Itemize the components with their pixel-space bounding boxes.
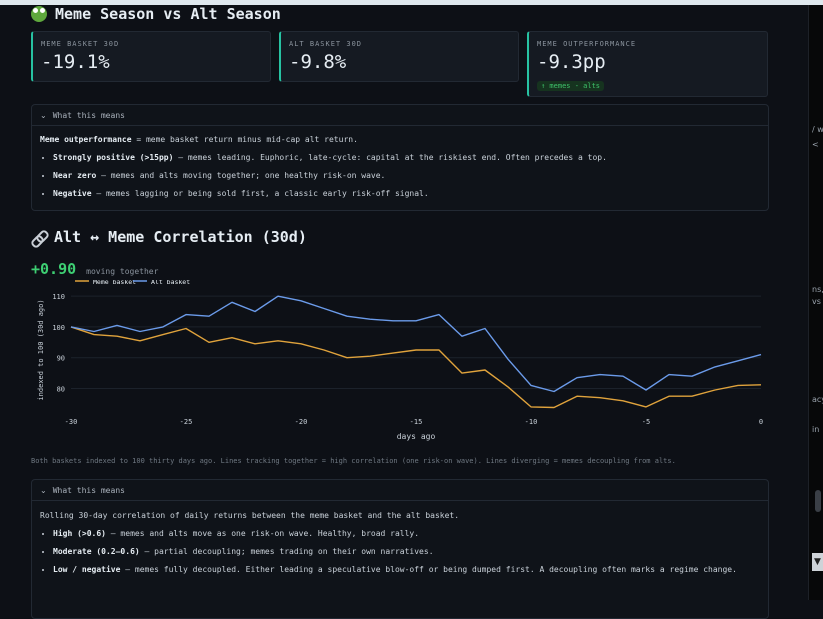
scrollbar-thumb[interactable] [815, 490, 821, 512]
item-term: Near zero [53, 171, 97, 180]
explain-intro: Rolling 30-day correlation of daily retu… [40, 511, 460, 520]
card-label: MEME OUTPERFORMANCE [537, 40, 637, 48]
corr-explain-panel: ⌄ What this means Rolling 30-day correla… [31, 479, 769, 619]
item-text: — memes and alts moving together; one he… [96, 171, 386, 180]
meme-explain-panel: ⌄ What this means Meme outperformance = … [31, 104, 769, 211]
y-tick-label: 90 [57, 355, 65, 363]
series-line-meme [70, 326, 762, 409]
card-value: -9.8% [289, 51, 347, 73]
item-term: Strongly positive (>15pp) [53, 153, 174, 162]
y-axis-label: indexed to 100 (30d ago) [37, 299, 45, 400]
item-term: Negative [53, 189, 92, 198]
card-value: -19.1% [41, 51, 110, 73]
intro-text: = meme basket return minus mid-cap alt r… [131, 135, 358, 144]
item-term: Moderate (0.2–0.6) [53, 547, 140, 556]
item-text: — partial decoupling; memes trading on t… [139, 547, 434, 556]
frog-icon [31, 6, 47, 22]
correlation-label: moving together [86, 267, 159, 276]
stat-cards: MEME BASKET 30D -19.1% ALT BASKET 30D -9… [31, 31, 769, 97]
list-item: Negative — memes lagging or being sold f… [53, 189, 760, 199]
correlation-chart: 80 90 100 110 -30 -25 -20 -15 -10 -5 0 days ago inde… [37, 280, 763, 441]
explain-intro: Meme outperformance = meme basket return… [40, 135, 760, 144]
intro-term: Meme outperformance [40, 135, 132, 144]
item-term: Low / negative [53, 565, 121, 574]
corr-explain-toggle[interactable]: ⌄ What this means [32, 480, 768, 501]
x-axis-label: days ago [397, 432, 436, 441]
list-item: High (>0.6) — memes and alts move as one… [53, 529, 760, 539]
x-tick-label: -25 [180, 418, 193, 426]
explain-body: Meme outperformance = meme basket return… [32, 126, 768, 216]
y-tick-label: 100 [52, 324, 65, 332]
legend-label: Alt basket [151, 280, 190, 286]
correlation-value: +0.90 [31, 260, 77, 278]
list-item: Near zero — memes and alts moving togeth… [53, 171, 760, 181]
correlation-readout: +0.90 moving together [31, 260, 769, 278]
item-text: — memes leading. Euphoric, late-cycle: c… [173, 153, 607, 162]
chart-caption: Both baskets indexed to 100 thirty days … [31, 457, 676, 465]
explain-header: What this means [52, 485, 125, 495]
x-tick-label: -20 [295, 418, 308, 426]
explain-header: What this means [52, 110, 125, 120]
x-tick-label: -5 [642, 418, 650, 426]
link-icon [29, 228, 51, 249]
status-badge: ↑ memes - alts [537, 81, 605, 91]
item-text: — memes and alts move as one risk-on wav… [105, 529, 420, 538]
card-label: ALT BASKET 30D [289, 40, 363, 48]
explain-body: Rolling 30-day correlation of daily retu… [32, 501, 768, 592]
meme-outperformance-card: MEME OUTPERFORMANCE -9.3pp ↑ memes - alt… [527, 31, 768, 97]
list-item: Moderate (0.2–0.6) — partial decoupling;… [53, 547, 760, 557]
meme-section-title: Meme Season vs Alt Season [31, 5, 769, 23]
meme-basket-card: MEME BASKET 30D -19.1% [31, 31, 271, 82]
card-label: MEME BASKET 30D [41, 40, 120, 48]
chevron-down-icon: ⌄ [40, 110, 47, 120]
x-tick-label: -15 [410, 418, 423, 426]
adjacent-window-edge: / w < ns, vs acy in [808, 5, 823, 600]
y-tick-label: 80 [57, 385, 65, 393]
meme-explain-toggle[interactable]: ⌄ What this means [32, 105, 768, 126]
x-tick-label: -10 [525, 418, 538, 426]
chevron-down-icon: ⌄ [40, 485, 47, 495]
x-tick-label: -30 [65, 418, 78, 426]
legend-label: Meme basket [93, 280, 136, 286]
item-text: — memes lagging or being sold first, a c… [91, 189, 429, 198]
corr-section-title: Alt ↔ Meme Correlation (30d) [29, 228, 769, 249]
card-value: -9.3pp [537, 51, 606, 73]
item-text: — memes fully decoupled. Either leading … [120, 565, 737, 574]
main-content: Meme Season vs Alt Season MEME BASKET 30… [29, 5, 769, 619]
y-tick-label: 110 [52, 293, 65, 301]
list-item: Strongly positive (>15pp) — memes leadin… [53, 153, 760, 163]
scroll-down-arrow[interactable]: ▼ [812, 553, 823, 571]
series-line-alt [70, 295, 762, 393]
browser-top-edge [0, 0, 823, 5]
item-term: High (>0.6) [53, 529, 106, 538]
alt-basket-card: ALT BASKET 30D -9.8% [279, 31, 519, 82]
list-item: Low / negative — memes fully decoupled. … [53, 565, 760, 575]
x-tick-label: 0 [759, 418, 763, 426]
